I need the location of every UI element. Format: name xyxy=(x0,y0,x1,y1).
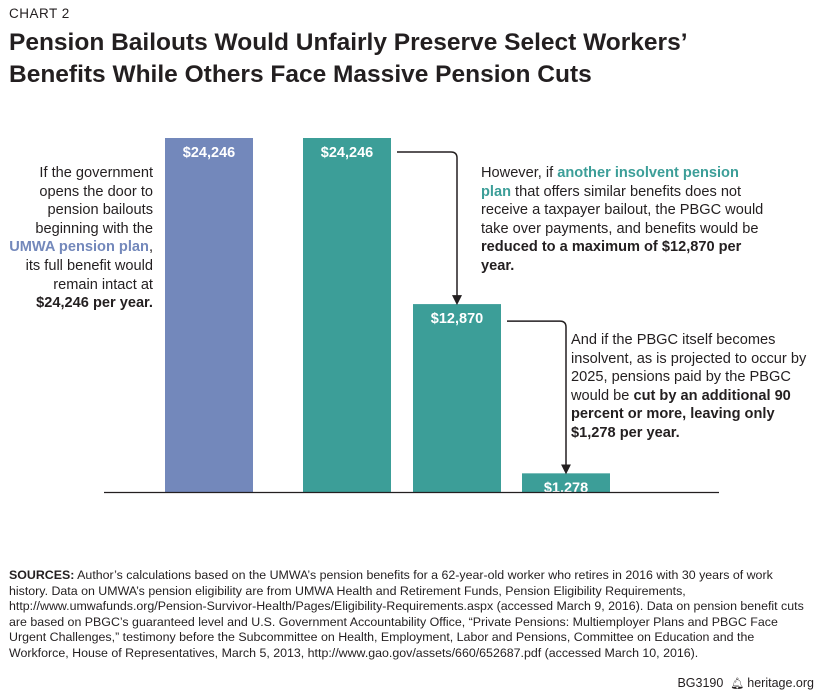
sources-label: SOURCES: xyxy=(9,568,75,582)
bar-3 xyxy=(413,304,501,492)
bar-1 xyxy=(165,138,253,492)
bar-4 xyxy=(522,473,610,492)
chart-title-line-2: Benefits While Others Face Massive Pensi… xyxy=(9,61,592,88)
note-insolvent-bold: reduced to a maximum of $12,870 per year… xyxy=(481,239,742,274)
note-insolvent-plan: However, if another insolvent pension pl… xyxy=(481,164,771,276)
liberty-bell-icon: 🔔︎ xyxy=(730,678,745,690)
arrow-to-second-drop xyxy=(397,151,462,306)
note-insolvent-text-1: However, if xyxy=(481,165,558,181)
bar-value-label-2: $24,246 xyxy=(321,145,373,161)
bar-value-label-4: $1,278 xyxy=(544,480,588,496)
note-umwa-text-1: If the government opens the door to pens… xyxy=(35,165,153,237)
note-pbgc-text-1: And if the PBGC itself becomes insolvent… xyxy=(571,332,807,404)
note-pbgc-bold: cut by an additional 90 percent or more,… xyxy=(571,387,791,441)
bar-chart: $24,246 $24,246 $12,870 $1,278 xyxy=(104,138,719,496)
note-umwa-bold: $24,246 per year. xyxy=(36,295,153,312)
report-code: BG3190 xyxy=(677,676,724,690)
chart-title-line-1: Pension Bailouts Would Unfairly Preserve… xyxy=(9,29,688,56)
sources-text: Author’s calculations based on the UMWA’… xyxy=(9,568,804,660)
sources-note: SOURCES: Author’s calculations based on … xyxy=(9,568,809,661)
note-insolvent-text-2: that offers similar benefits does not re… xyxy=(481,183,764,237)
note-pbgc-insolvent: And if the PBGC itself becomes insolvent… xyxy=(571,331,811,443)
note-umwa-highlight: UMWA pension plan xyxy=(9,239,149,256)
footer: BG3190 🔔︎ heritage.org xyxy=(677,676,814,690)
bar-value-label-1: $24,246 xyxy=(183,145,235,161)
site-name: heritage.org xyxy=(747,676,814,690)
bar-2 xyxy=(303,138,391,492)
arrow-to-third-drop xyxy=(507,320,571,475)
note-umwa: If the government opens the door to pens… xyxy=(8,164,153,313)
chart-label: CHART 2 xyxy=(9,6,70,21)
note-insolvent-highlight: another insolvent pension plan xyxy=(481,165,739,200)
chart-title: Pension Bailouts Would Unfairly Preserve… xyxy=(9,27,809,91)
bar-value-label-3: $12,870 xyxy=(431,311,483,327)
note-umwa-text-2: , its full benefit would remain intact a… xyxy=(25,239,153,293)
